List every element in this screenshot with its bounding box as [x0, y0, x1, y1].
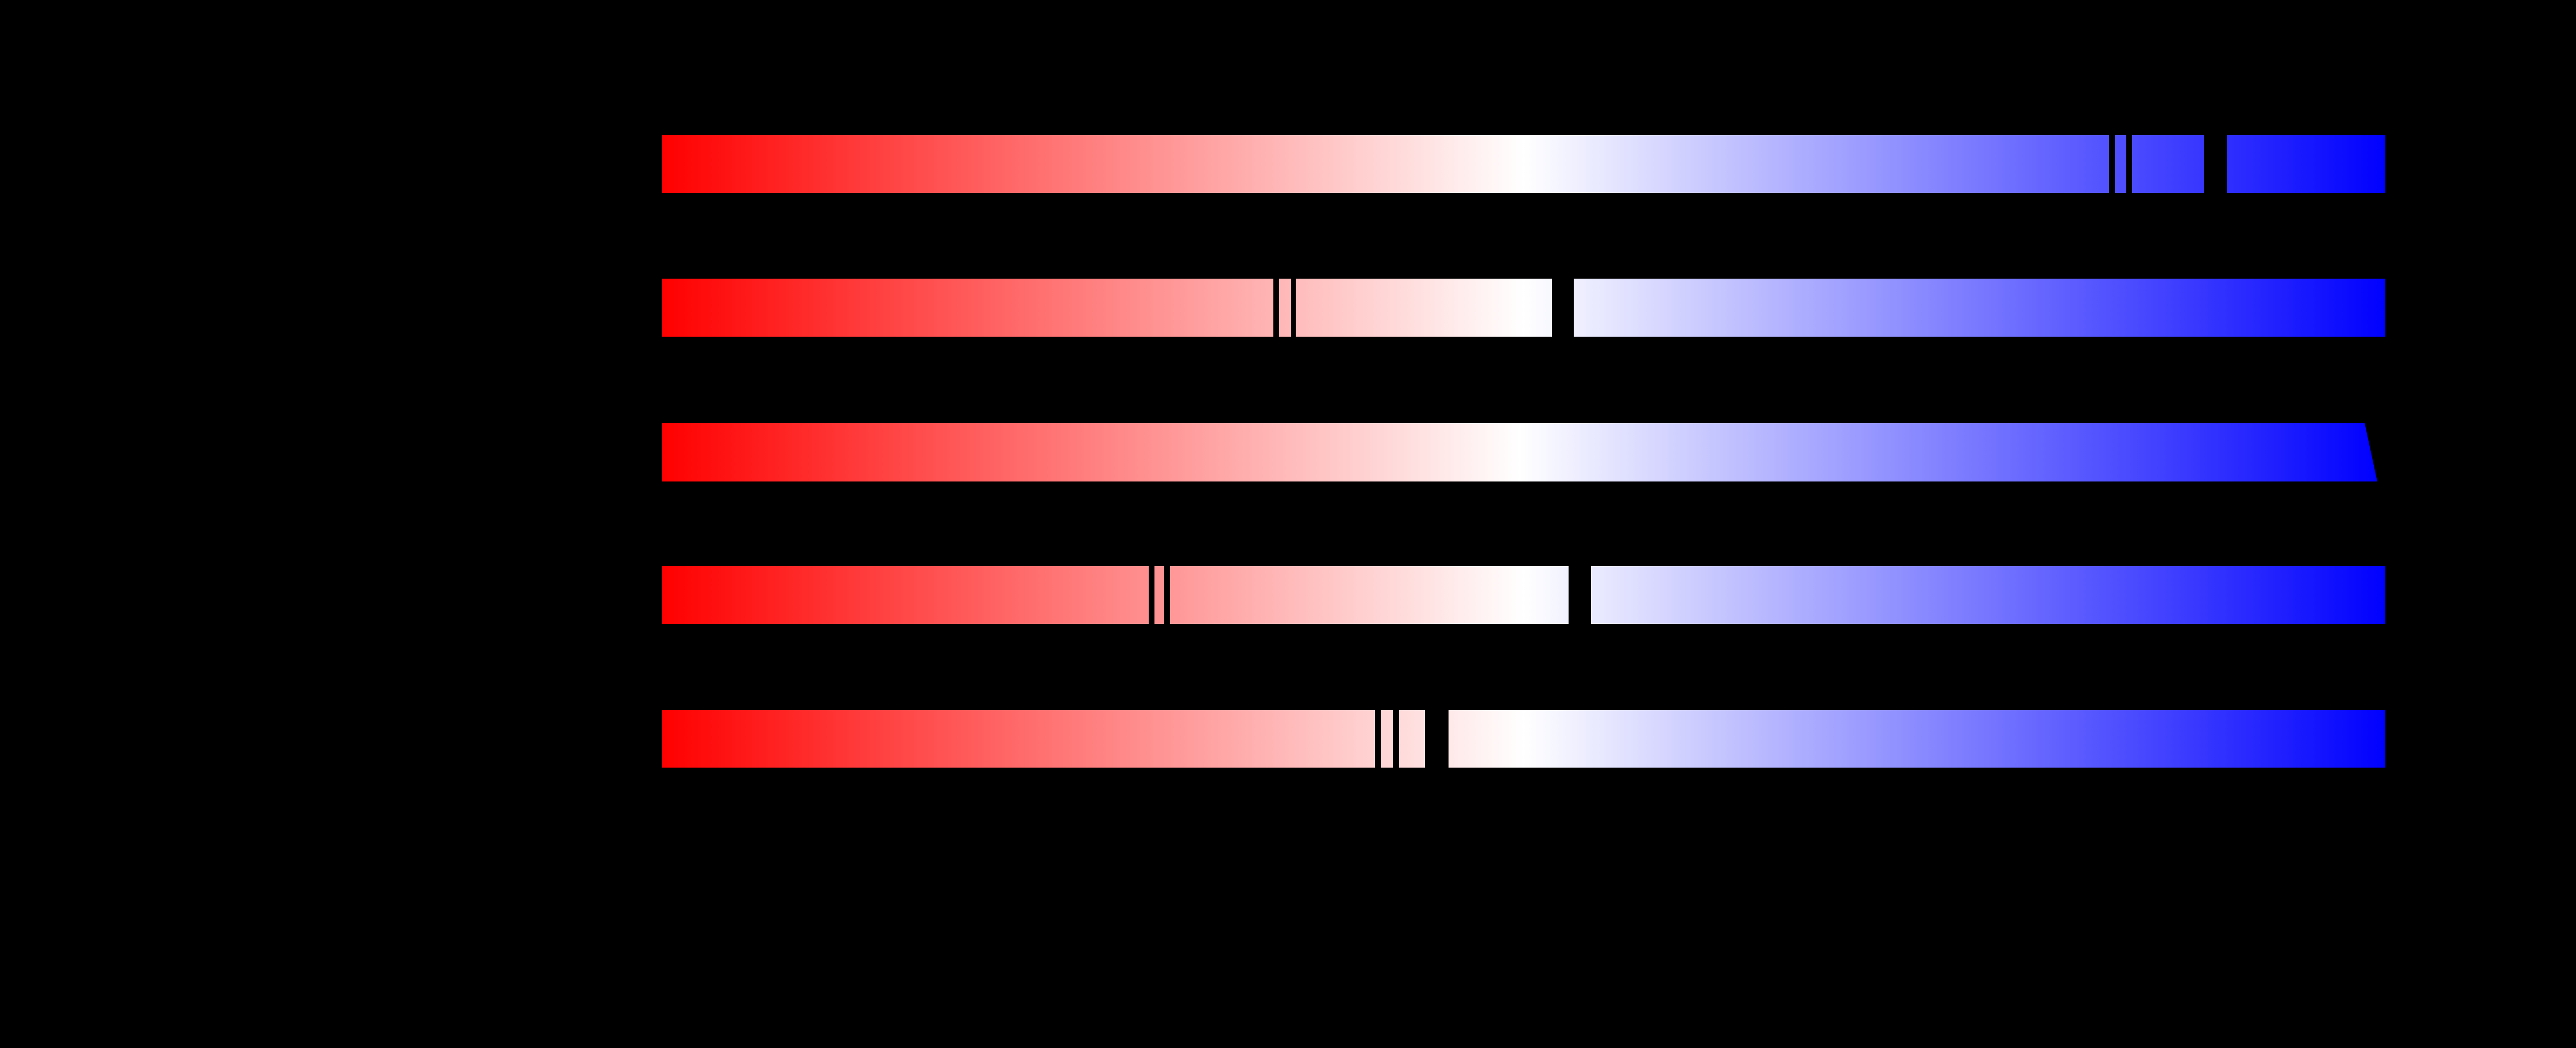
gradient-bar-2	[662, 278, 2385, 337]
tick-marker	[1164, 565, 1170, 625]
tick-marker	[1149, 565, 1154, 625]
gradient-bar-3	[662, 423, 2377, 481]
gradient-bar-1	[662, 134, 2385, 194]
tick-marker	[1375, 710, 1381, 768]
tick-marker	[2126, 134, 2132, 194]
gradient-bar-4	[662, 565, 2385, 625]
gradient-bar-5	[662, 710, 2385, 768]
tick-marker	[1393, 710, 1399, 768]
gap-marker	[1552, 278, 1574, 337]
gap-marker	[1425, 710, 1449, 768]
tick-marker	[2109, 134, 2115, 194]
tick-marker	[1273, 278, 1279, 337]
gap-marker	[2204, 134, 2227, 194]
gap-marker	[1569, 565, 1591, 625]
tick-marker	[1291, 278, 1296, 337]
